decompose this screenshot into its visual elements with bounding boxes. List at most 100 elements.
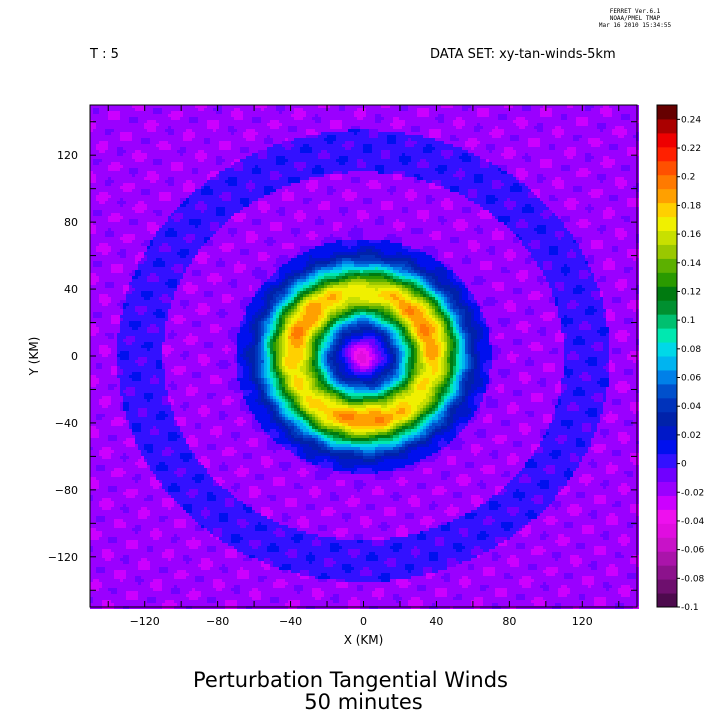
heatmap-cell	[303, 123, 306, 126]
heatmap-cell	[615, 159, 618, 162]
heatmap-cell	[120, 114, 123, 117]
heatmap-cell	[594, 126, 597, 129]
heatmap-cell	[264, 153, 267, 156]
heatmap-cell	[315, 168, 318, 171]
heatmap-cell	[147, 153, 150, 156]
heatmap-cell	[375, 180, 378, 183]
heatmap-cell	[627, 126, 630, 129]
heatmap-cell	[174, 135, 177, 138]
heatmap-cell	[363, 147, 366, 150]
heatmap-cell	[357, 123, 360, 126]
heatmap-cell	[477, 138, 480, 141]
heatmap-cell	[513, 156, 516, 159]
heatmap-cell	[510, 117, 513, 120]
heatmap-cell	[354, 183, 357, 186]
heatmap-cell	[99, 120, 102, 123]
heatmap-cell	[477, 141, 480, 144]
heatmap-cell	[279, 120, 282, 123]
heatmap-cell	[630, 147, 633, 150]
heatmap-cell	[300, 135, 303, 138]
heatmap-cell	[234, 153, 237, 156]
heatmap-cell	[213, 135, 216, 138]
heatmap-cell	[399, 120, 402, 123]
heatmap-cell	[459, 111, 462, 114]
heatmap-cell	[150, 114, 153, 117]
heatmap-cell	[450, 126, 453, 129]
heatmap-cell	[288, 138, 291, 141]
heatmap-cell	[216, 129, 219, 132]
heatmap-cell	[432, 111, 435, 114]
heatmap-cell	[336, 174, 339, 177]
heatmap-cell	[570, 171, 573, 174]
heatmap-cell	[444, 117, 447, 120]
heatmap-cell	[225, 117, 228, 120]
heatmap-cell	[123, 114, 126, 117]
heatmap-cell	[288, 180, 291, 183]
heatmap-cell	[300, 168, 303, 171]
heatmap-cell	[609, 111, 612, 114]
heatmap-cell	[396, 123, 399, 126]
heatmap-cell	[189, 144, 192, 147]
heatmap-cell	[606, 108, 609, 111]
heatmap-cell	[573, 183, 576, 186]
heatmap-cell	[357, 162, 360, 165]
heatmap-cell	[528, 114, 531, 117]
heatmap-cell	[552, 162, 555, 165]
heatmap-cell	[318, 117, 321, 120]
heatmap-cell	[531, 153, 534, 156]
heatmap-cell	[387, 156, 390, 159]
heatmap-cell	[201, 120, 204, 123]
heatmap-cell	[546, 156, 549, 159]
heatmap-cell	[456, 141, 459, 144]
heatmap-cell	[258, 126, 261, 129]
heatmap-cell	[393, 108, 396, 111]
heatmap-cell	[606, 111, 609, 114]
heatmap-cell	[414, 132, 417, 135]
heatmap-cell	[138, 141, 141, 144]
heatmap-cell	[255, 141, 258, 144]
heatmap-cell	[318, 123, 321, 126]
heatmap-cell	[111, 177, 114, 180]
heatmap-cell	[612, 132, 615, 135]
heatmap-cell	[534, 114, 537, 117]
heatmap-cell	[561, 153, 564, 156]
heatmap-cell	[138, 132, 141, 135]
heatmap-cell	[381, 111, 384, 114]
heatmap-cell	[585, 135, 588, 138]
heatmap-cell	[429, 111, 432, 114]
heatmap-cell	[537, 138, 540, 141]
heatmap-cell	[537, 108, 540, 111]
heatmap-cell	[549, 153, 552, 156]
heatmap-cell	[243, 123, 246, 126]
heatmap-cell	[624, 129, 627, 132]
heatmap-cell	[576, 144, 579, 147]
heatmap-cell	[498, 132, 501, 135]
heatmap-cell	[369, 177, 372, 180]
heatmap-cell	[552, 123, 555, 126]
heatmap-cell	[555, 159, 558, 162]
heatmap-cell	[576, 150, 579, 153]
heatmap-cell	[201, 180, 204, 183]
heatmap-cell	[288, 117, 291, 120]
heatmap-cell	[468, 117, 471, 120]
heatmap-cell	[114, 156, 117, 159]
heatmap-cell	[348, 174, 351, 177]
heatmap-cell	[99, 162, 102, 165]
heatmap-cell	[540, 159, 543, 162]
heatmap-cell	[366, 126, 369, 129]
heatmap-cell	[210, 150, 213, 153]
heatmap-cell	[462, 138, 465, 141]
heatmap-cell	[354, 129, 357, 132]
heatmap-cell	[600, 111, 603, 114]
heatmap-cell	[573, 162, 576, 165]
heatmap-cell	[132, 123, 135, 126]
heatmap-cell	[591, 162, 594, 165]
heatmap-cell	[108, 117, 111, 120]
heatmap-cell	[573, 150, 576, 153]
heatmap-cell	[624, 153, 627, 156]
heatmap-cell	[537, 171, 540, 174]
heatmap-cell	[342, 180, 345, 183]
heatmap-cell	[207, 117, 210, 120]
heatmap-cell	[588, 171, 591, 174]
heatmap-cell	[219, 147, 222, 150]
